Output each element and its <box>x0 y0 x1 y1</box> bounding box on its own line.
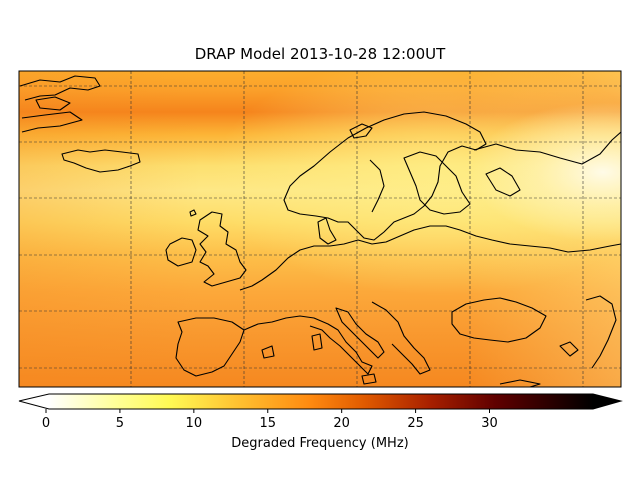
ireland-outline <box>165 237 197 267</box>
finland-outline <box>403 151 471 215</box>
map-area <box>19 71 621 387</box>
colorbar-max-extend <box>593 394 621 409</box>
map-frame <box>18 70 622 388</box>
colorbar-tick-label: 5 <box>115 416 125 431</box>
great-britain-outline <box>197 211 247 287</box>
colorbar-tick-label: 30 <box>481 416 498 431</box>
italy-outline <box>335 307 385 359</box>
colorbar-gradient <box>49 394 593 409</box>
scandinavia-outline <box>283 111 487 241</box>
black-sea-outline <box>451 297 547 343</box>
colorbar-label: Degraded Frequency (MHz) <box>231 436 409 451</box>
iberia-outline <box>175 317 245 377</box>
map-gridlines <box>19 71 621 387</box>
denmark-outline <box>317 217 337 245</box>
colorbar <box>18 393 623 413</box>
coastlines <box>19 75 621 387</box>
colorbar-tick-label: 10 <box>185 416 203 431</box>
colorbar-tick-label: 20 <box>333 416 350 431</box>
europe-mainland-outline <box>239 225 621 291</box>
colorbar-tick-label: 0 <box>41 416 51 431</box>
colorbar-min-extend <box>19 394 49 409</box>
iceland-outline <box>61 149 141 173</box>
colorbar-tick-label: 25 <box>407 416 424 431</box>
colorbar-tick-label: 15 <box>259 416 277 431</box>
map-title: DRAP Model 2013-10-28 12:00UT <box>194 45 446 63</box>
